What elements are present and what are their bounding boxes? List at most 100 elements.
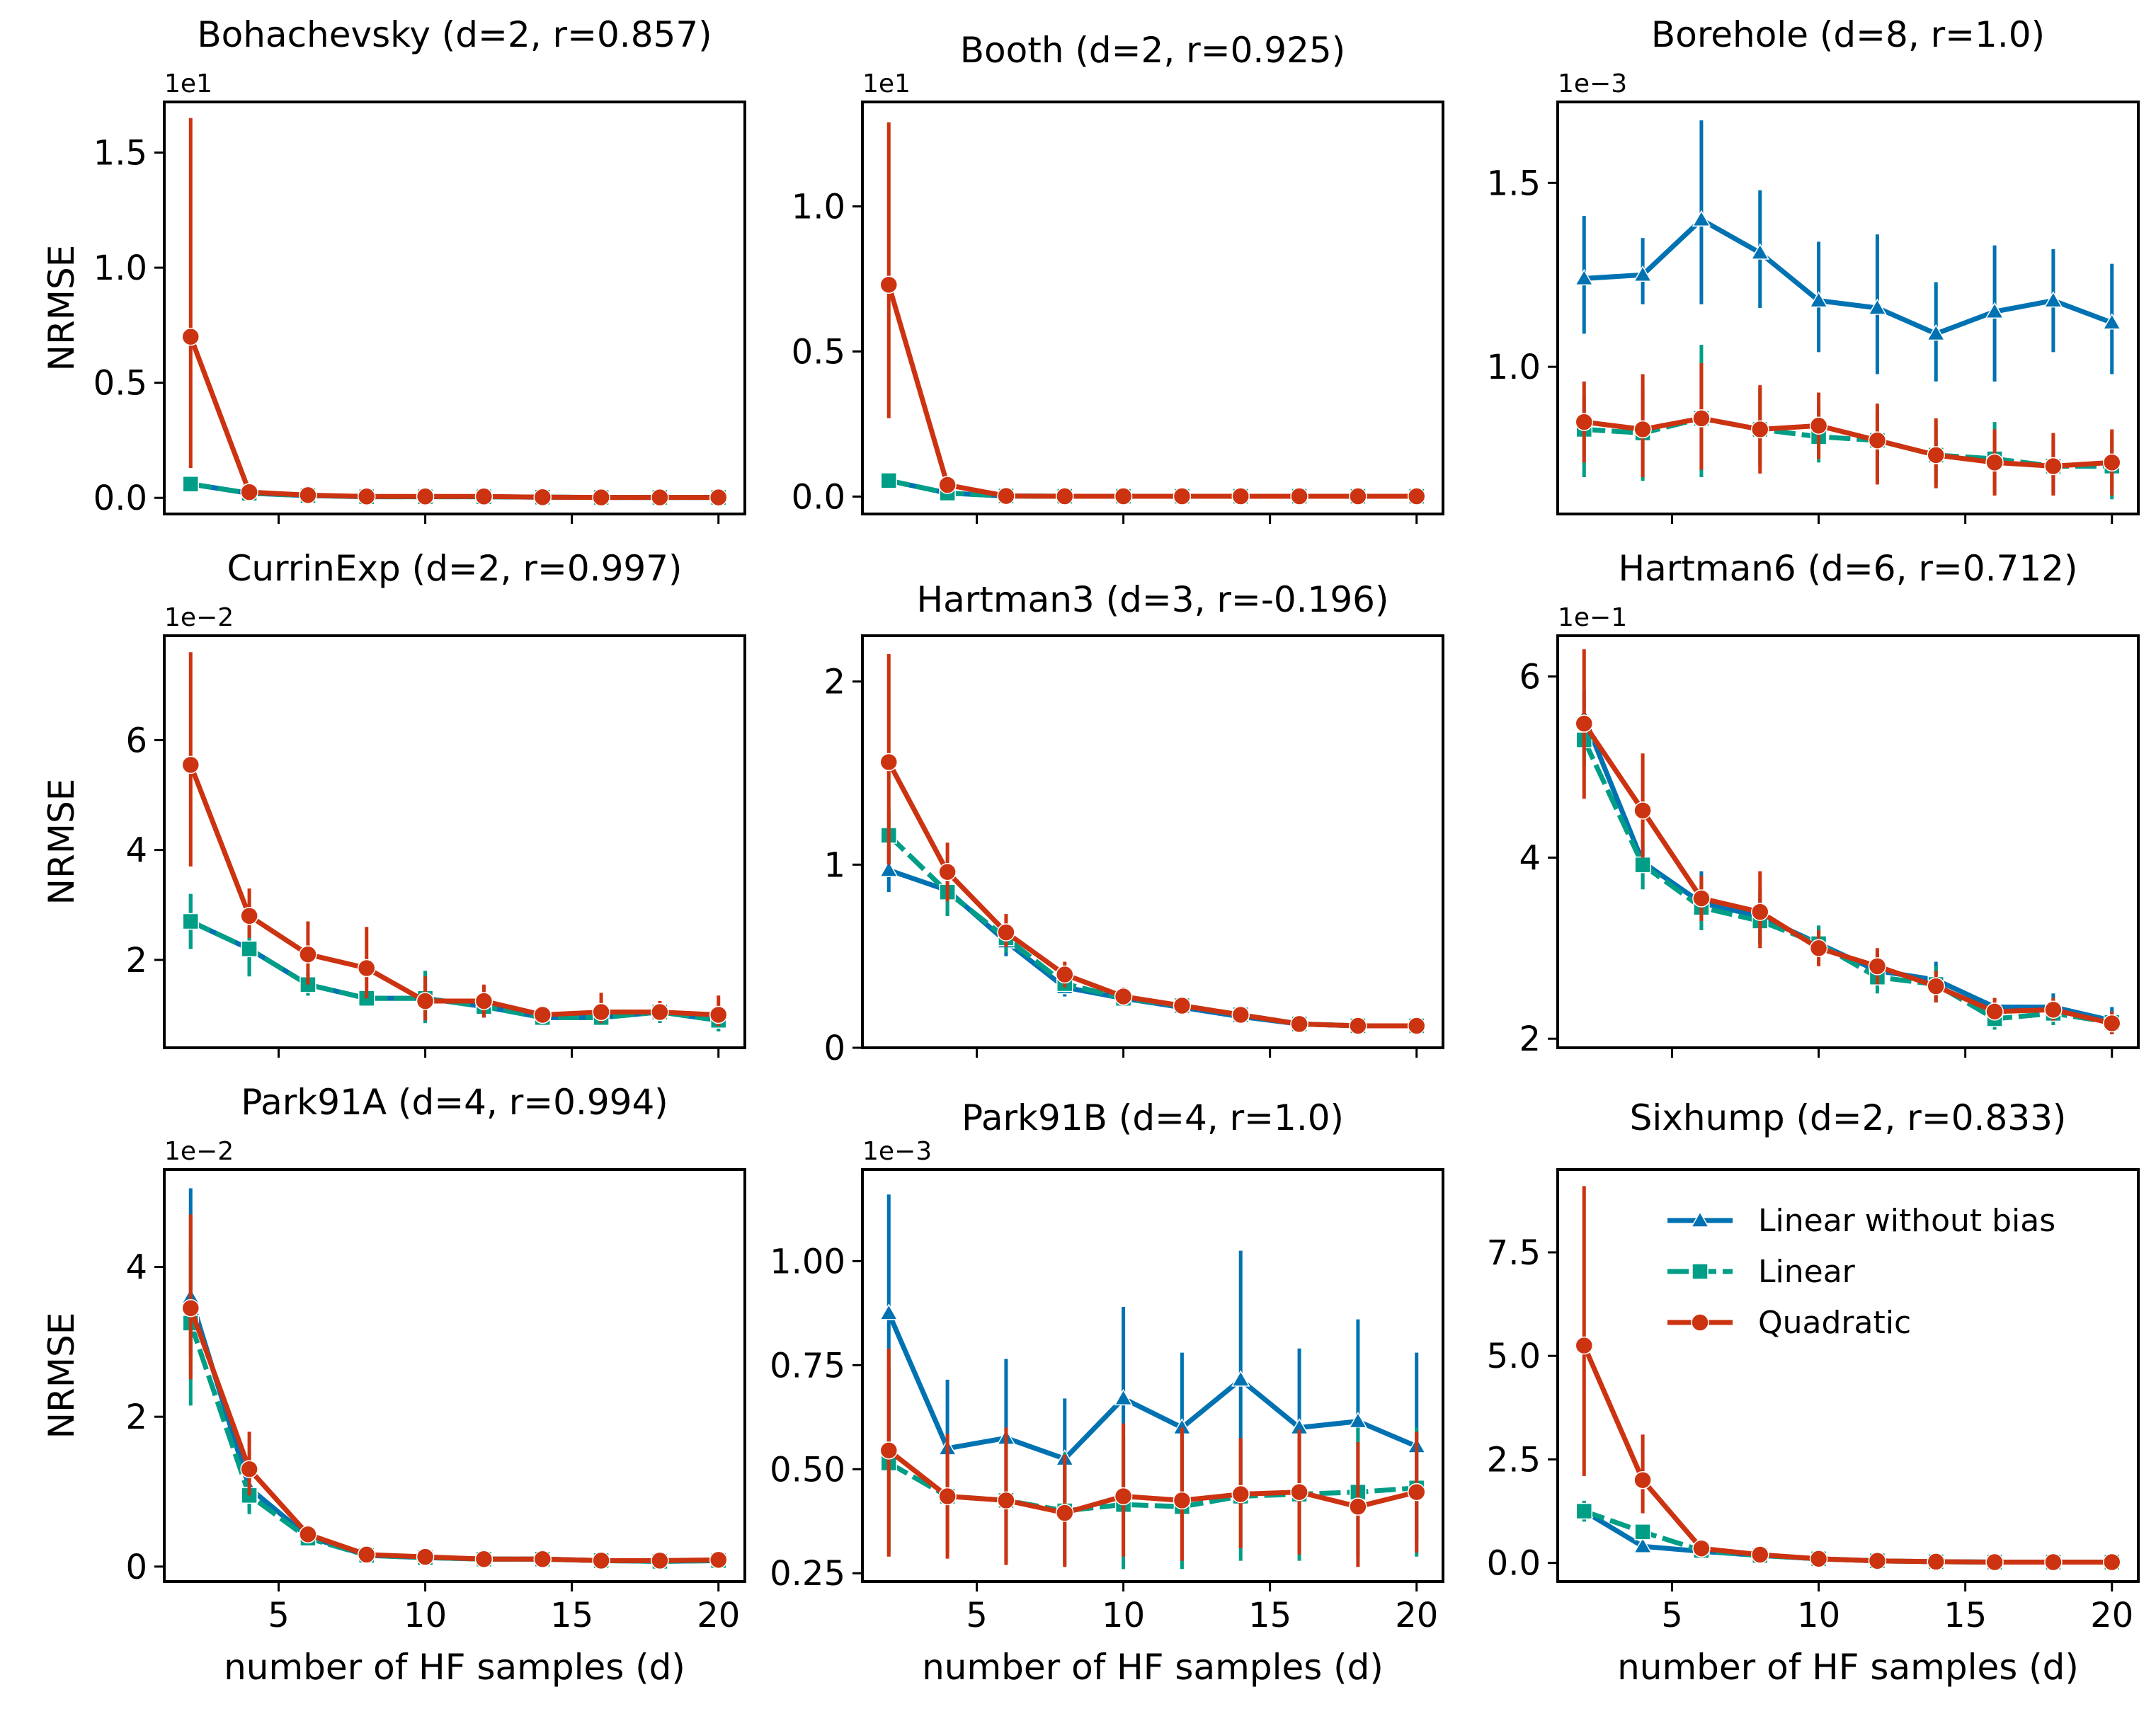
- data-point: [1633, 1536, 1653, 1554]
- series-triangle: [1574, 120, 2122, 382]
- data-point: [1692, 210, 1711, 227]
- data-point: [1985, 453, 2004, 471]
- data-point: [880, 472, 898, 489]
- axes-frame: [1556, 634, 2140, 1049]
- data-point: [1575, 1502, 1593, 1520]
- data-point: [651, 488, 669, 507]
- data-point: [533, 1005, 552, 1024]
- series-square: [880, 1365, 1425, 1570]
- axis-offset-label: 1e−3: [862, 1137, 932, 1166]
- series-square: [1575, 344, 2121, 500]
- data-point: [1575, 1336, 1594, 1355]
- data-point: [182, 475, 200, 493]
- series-line: [1582, 738, 2113, 1025]
- plot-area: [879, 1194, 1427, 1570]
- data-point: [1868, 431, 1887, 450]
- data-point: [358, 487, 376, 506]
- series-line: [886, 1312, 1418, 1462]
- data-point: [997, 486, 1015, 505]
- subplot-8: Park91B (d=4, r=1.0) 1e−3 0.25 0.50 0.75 1.00…: [770, 1097, 1444, 1688]
- data-point: [181, 755, 200, 775]
- series-circle: [181, 652, 728, 1026]
- data-point: [651, 1002, 669, 1022]
- axes-frame: [1556, 1168, 2140, 1583]
- data-point: [182, 913, 200, 930]
- y-tick-label: 0.5: [93, 364, 147, 404]
- data-point: [1114, 487, 1133, 505]
- legend-marker: [1691, 1313, 1709, 1332]
- data-point: [1231, 1005, 1250, 1024]
- series-circle: [181, 118, 728, 507]
- data-point: [1809, 939, 1828, 958]
- y-tick-label: 4: [125, 831, 147, 871]
- data-point: [1927, 977, 1945, 995]
- data-point: [1574, 268, 1594, 286]
- x-tick-label: 10: [1797, 1596, 1840, 1635]
- legend: Linear without bias Linear Quadratic: [1667, 1203, 2055, 1341]
- series-line: [189, 919, 719, 1023]
- data-point: [879, 753, 899, 772]
- data-point: [1634, 856, 1651, 874]
- series-line: [886, 760, 1417, 1029]
- axis-offset-label: 1e1: [862, 69, 911, 98]
- y-tick-label: 0.25: [770, 1554, 845, 1594]
- data-point: [1173, 1491, 1192, 1510]
- data-point: [533, 488, 552, 507]
- subplot-title: Hartman3 (d=3, r=-0.196): [916, 579, 1388, 620]
- y-tick-label: 0: [823, 1029, 845, 1068]
- series-line: [1582, 716, 2113, 1024]
- series-circle: [1575, 1186, 2121, 1572]
- data-point: [2102, 1553, 2121, 1572]
- y-tick-label: 1.0: [792, 188, 845, 227]
- y-tick-label: 5.0: [1487, 1337, 1541, 1376]
- y-tick-label: 1: [823, 845, 845, 885]
- y-tick-label: 1.0: [93, 248, 147, 288]
- data-point: [1114, 1388, 1133, 1406]
- series-circle: [879, 653, 1426, 1035]
- data-point: [592, 488, 610, 507]
- series-line: [189, 919, 719, 1023]
- data-point: [1985, 302, 2004, 319]
- series-line: [886, 284, 1417, 499]
- plot-area: [181, 652, 729, 1031]
- series-line: [1583, 1509, 2112, 1565]
- series-square: [1575, 717, 2121, 1034]
- data-point: [709, 1550, 728, 1570]
- axis-offset-label: 1e−2: [164, 1137, 234, 1166]
- data-point: [2044, 1553, 2063, 1572]
- y-tick-label: 7.5: [1487, 1233, 1541, 1273]
- y-tick-label: 1.00: [770, 1242, 845, 1281]
- data-point: [1231, 1485, 1250, 1504]
- y-tick-label: 2.5: [1487, 1440, 1541, 1480]
- subplot-title: Booth (d=2, r=0.925): [960, 30, 1346, 71]
- axes-frame: [163, 634, 746, 1049]
- data-point: [1114, 1487, 1133, 1506]
- data-point: [416, 992, 435, 1010]
- data-point: [938, 862, 957, 881]
- x-axis-label: number of HF samples (d): [224, 1647, 685, 1688]
- series-triangle: [879, 1194, 1427, 1541]
- plot-area: [181, 1188, 729, 1570]
- data-point: [1868, 298, 1887, 315]
- data-point: [938, 476, 957, 494]
- data-point: [1056, 487, 1074, 505]
- series-circle: [1575, 362, 2121, 496]
- subplot-9: Sixhump (d=2, r=0.833) 0.0 2.5 5.0 7.5 5 10 15 2…: [1487, 1097, 2140, 1688]
- y-tick-label: 0.0: [792, 477, 845, 517]
- subplot-title: CurrinExp (d=2, r=0.997): [227, 548, 682, 589]
- data-point: [1868, 957, 1887, 976]
- series-line: [188, 1307, 719, 1563]
- data-point: [1692, 1539, 1711, 1557]
- x-tick-label: 10: [404, 1596, 447, 1635]
- data-point: [416, 487, 435, 506]
- series-triangle: [1574, 690, 2122, 1034]
- axes-frame: [163, 1168, 746, 1583]
- series-line: [1582, 722, 2113, 1026]
- data-point: [1927, 1553, 1945, 1571]
- data-point: [2044, 457, 2063, 476]
- data-point: [1349, 487, 1367, 505]
- data-point: [709, 1005, 728, 1024]
- data-point: [240, 1460, 258, 1479]
- data-point: [416, 1548, 435, 1566]
- y-tick-label: 0: [125, 1548, 147, 1587]
